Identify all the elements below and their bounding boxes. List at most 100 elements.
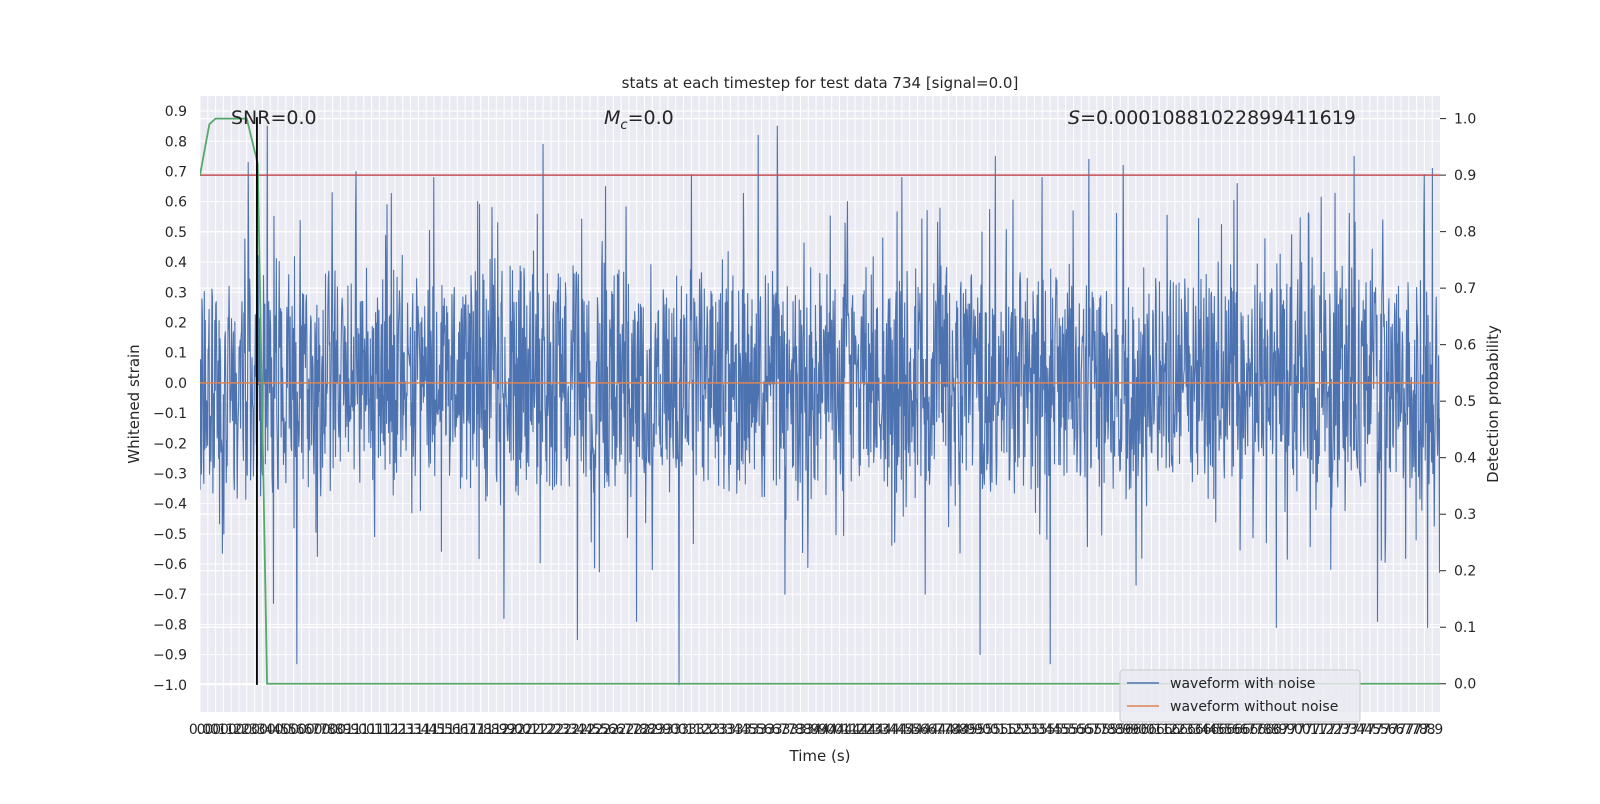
- x-tick-label: 5.7: [1078, 722, 1100, 738]
- x-tick-label: 7.4: [1343, 722, 1365, 738]
- x-tick-label: 4.6: [906, 722, 928, 738]
- x-axis-label: Time (s): [789, 747, 851, 765]
- y-tick-label-right: 0.0: [1454, 677, 1476, 693]
- x-tick-label: 1.7: [462, 722, 484, 738]
- x-tick-label: 2.7: [610, 722, 632, 738]
- x-tick-label: 4.9: [953, 722, 975, 738]
- x-tick-label: 5.5: [1047, 722, 1069, 738]
- x-tick-label: 4.3: [867, 722, 889, 738]
- x-tick-label: 2.3: [555, 722, 577, 738]
- score-value: =0.00010881022899411619: [1080, 107, 1356, 129]
- x-tick-label: 3.4: [719, 722, 741, 738]
- x-tick-label: 6.8: [1257, 722, 1279, 738]
- x-tick-label: 2.4: [571, 722, 593, 738]
- x-tick-label: 1.8: [477, 722, 499, 738]
- x-tick-label: 3.9: [797, 722, 819, 738]
- x-tick-label: 7.1: [1296, 722, 1318, 738]
- y-tick-label-left: −0.8: [153, 617, 187, 633]
- x-tick-label: 0.5: [275, 722, 297, 738]
- x-tick-label: 5.9: [1117, 722, 1139, 738]
- x-tick-label: 5.8: [1094, 722, 1116, 738]
- x-tick-label: 6.6: [1218, 722, 1240, 738]
- x-tick-label: 4.3: [860, 722, 882, 738]
- x-tick-label: 0.3: [243, 722, 265, 738]
- x-tick-label: 0.9: [337, 722, 359, 738]
- x-tick-label: 3.8: [789, 722, 811, 738]
- score-symbol: S: [1068, 107, 1080, 129]
- y-tick-label-right: 0.3: [1454, 507, 1476, 523]
- x-tick-label: 4.6: [914, 722, 936, 738]
- x-tick-label: 7.5: [1366, 722, 1388, 738]
- x-tick-label: 7.9: [1421, 722, 1443, 738]
- x-tick-label: 3.1: [680, 722, 702, 738]
- x-tick-label: 4.8: [938, 722, 960, 738]
- x-tick-label: 6.0: [1133, 722, 1155, 738]
- y-tick-label-right: 0.6: [1454, 338, 1476, 354]
- x-tick-label: 3.7: [774, 722, 796, 738]
- y-tick-label-right: 0.8: [1454, 225, 1476, 241]
- x-tick-label: 4.5: [899, 722, 921, 738]
- x-tick-label: 1.9: [493, 722, 515, 738]
- x-tick-label: 7.2: [1312, 722, 1334, 738]
- x-tick-label: 7.6: [1382, 722, 1404, 738]
- x-tick-label: 3.0: [657, 722, 679, 738]
- x-tick-label: 7.2: [1320, 722, 1342, 738]
- x-tick-label: 6.5: [1211, 722, 1233, 738]
- x-tick-label: 4.5: [891, 722, 913, 738]
- y-tick-label-left: 0.7: [165, 164, 187, 180]
- x-tick-label: 1.0: [353, 722, 375, 738]
- y-tick-label-left: 0.0: [165, 376, 187, 392]
- x-tick-label: 1.9: [485, 722, 507, 738]
- series-detection-probability: [200, 117, 1440, 685]
- x-tick-label: 6.1: [1140, 722, 1162, 738]
- x-tick-label: 1.2: [376, 722, 398, 738]
- y-tick-label-left: 0.4: [165, 255, 187, 271]
- x-tick-label: 7.3: [1335, 722, 1357, 738]
- x-tick-label: 0.6: [282, 722, 304, 738]
- x-tick-label: 6.2: [1164, 722, 1186, 738]
- x-tick-label: 1.8: [470, 722, 492, 738]
- x-tick-label: 2.3: [548, 722, 570, 738]
- y-tick-label-left: −1.0: [153, 678, 187, 694]
- y-tick-label-left: 0.5: [165, 225, 187, 241]
- x-tick-label: 2.0: [509, 722, 531, 738]
- x-tick-label: 0.1: [204, 722, 226, 738]
- x-tick-label: 6.6: [1226, 722, 1248, 738]
- x-tick-label: 1.6: [446, 722, 468, 738]
- x-tick-label: 0.2: [220, 722, 242, 738]
- y-tick-label-right: 1.0: [1454, 112, 1476, 128]
- series-waveform-with-noise: [200, 125, 1440, 686]
- x-tick-label: 0.7: [306, 722, 328, 738]
- x-tick-label: 2.0: [501, 722, 523, 738]
- x-tick-label: 0.6: [290, 722, 312, 738]
- x-tick-label: 2.9: [641, 722, 663, 738]
- x-tick-label: 2.4: [563, 722, 585, 738]
- x-tick-label: 1.4: [407, 722, 429, 738]
- x-tick-label: 1.2: [384, 722, 406, 738]
- y-axis-label-left: Whitened strain: [125, 344, 143, 463]
- x-tick-label: 7.5: [1359, 722, 1381, 738]
- x-tick-label: 0.8: [321, 722, 343, 738]
- y-tick-label-left: −0.9: [153, 648, 187, 664]
- x-tick-label: 2.6: [594, 722, 616, 738]
- x-tick-label: 2.5: [579, 722, 601, 738]
- x-tick-label: 5.2: [1000, 722, 1022, 738]
- legend: waveform with noise waveform without noi…: [1119, 669, 1361, 723]
- x-tick-label: 1.1: [360, 722, 382, 738]
- x-tick-label: 4.2: [852, 722, 874, 738]
- x-tick-label: 0.0: [197, 722, 219, 738]
- x-tick-label: 4.0: [821, 722, 843, 738]
- x-tick-label: 2.1: [516, 722, 538, 738]
- x-tick-label: 2.7: [618, 722, 640, 738]
- x-tick-label: 2.2: [532, 722, 554, 738]
- x-tick-label: 3.6: [758, 722, 780, 738]
- score-annotation: S=0.00010881022899411619: [1068, 107, 1356, 129]
- x-tick-label: 3.2: [696, 722, 718, 738]
- x-tick-label: 3.1: [672, 722, 694, 738]
- y-tick-label-left: −0.1: [153, 406, 187, 422]
- axis-layer: 0.00.00.10.10.20.20.30.30.40.40.50.50.60…: [153, 104, 1476, 738]
- x-tick-label: 4.2: [844, 722, 866, 738]
- x-tick-label: 3.3: [704, 722, 726, 738]
- x-tick-label: 6.3: [1179, 722, 1201, 738]
